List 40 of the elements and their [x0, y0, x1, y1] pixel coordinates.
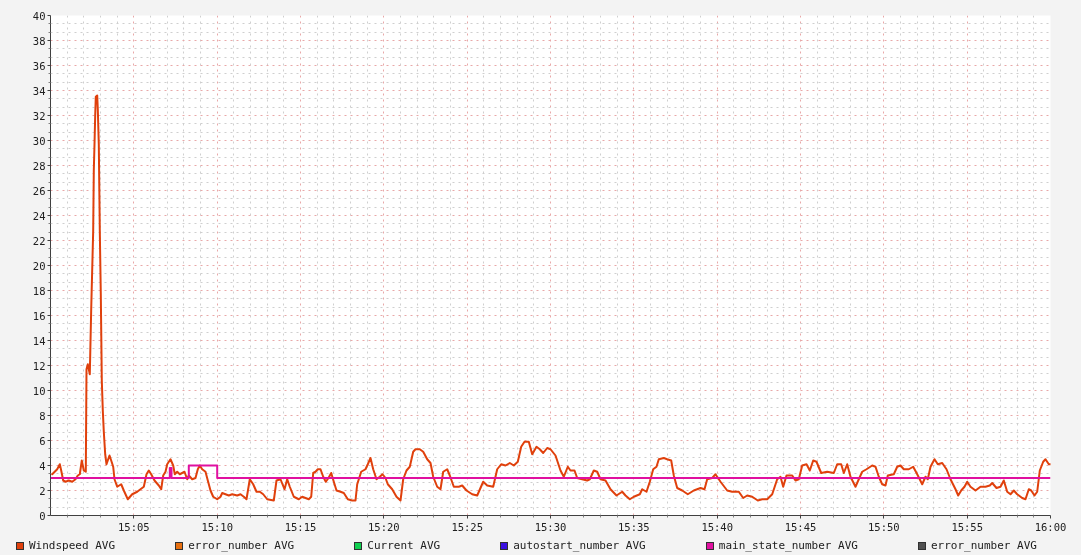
y-tick-label: 32: [32, 109, 46, 122]
y-tick-label: 18: [32, 284, 46, 297]
x-tick-label: 16:00: [1034, 520, 1067, 533]
x-tick-label: 15:25: [451, 520, 484, 533]
x-tick-label: 15:55: [951, 520, 984, 533]
y-tick-label: 26: [32, 184, 46, 197]
y-tick-label: 34: [32, 84, 46, 97]
y-tick-label: 0: [39, 509, 46, 522]
y-tick-label: 20: [32, 259, 46, 272]
line-series: [51, 94, 1051, 502]
y-tick-label: 36: [32, 59, 46, 72]
legend-label: error_number AVG: [931, 538, 1037, 554]
legend-label: Current AVG: [367, 538, 441, 554]
x-tick-label: 15:05: [118, 520, 150, 533]
x-tick-label: 15:15: [284, 520, 317, 533]
y-tick-label: 16: [32, 309, 46, 322]
x-tick-label: 15:10: [201, 520, 234, 533]
x-tick-label: 15:30: [534, 520, 567, 533]
legend-label: main_state_number AVG: [718, 538, 858, 554]
y-tick-label: 30: [32, 134, 46, 147]
y-tick-label: 6: [39, 434, 46, 447]
y-tick-label: 24: [32, 209, 46, 222]
legend-label: Windspeed AVG: [29, 538, 116, 554]
legend-label: error_number AVG: [188, 538, 295, 554]
x-tick-label: 15:35: [618, 520, 650, 533]
x-tick-label: 15:50: [868, 520, 900, 533]
legend-label: autostart_number AVG: [513, 538, 646, 554]
y-tick-label: 38: [32, 34, 46, 47]
x-tick-label: 15:40: [701, 520, 734, 533]
y-tick-label: 4: [39, 459, 46, 472]
y-tick-label: 8: [39, 409, 46, 422]
x-tick-label: 15:45: [784, 520, 817, 533]
y-tick-label: 40: [32, 9, 46, 22]
y-tick-label: 10: [32, 384, 46, 397]
y-tick-label: 12: [32, 359, 46, 372]
y-tick-label: 2: [39, 484, 46, 497]
x-tick-label: 15:20: [368, 520, 400, 533]
y-tick-label: 28: [32, 159, 46, 172]
y-tick-label: 14: [32, 334, 46, 347]
y-tick-label: 22: [32, 234, 46, 247]
